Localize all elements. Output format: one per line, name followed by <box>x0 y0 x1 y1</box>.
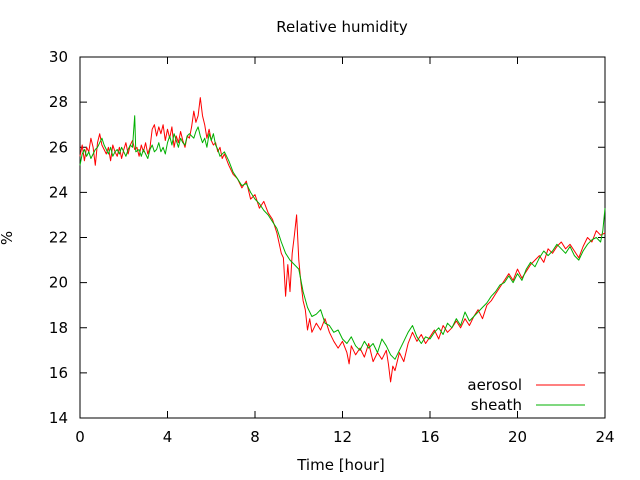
x-axis-ticks: 0 4 8 12 16 20 24 <box>75 57 615 446</box>
y-axis-label: % <box>0 231 16 245</box>
y-tick-label: 14 <box>49 409 68 427</box>
y-tick-label: 22 <box>49 229 68 247</box>
plot-frame <box>79 56 606 419</box>
y-tick-label: 28 <box>49 93 68 111</box>
chart-title: Relative humidity <box>276 18 408 36</box>
y-tick-label: 20 <box>49 274 68 292</box>
x-tick-label: 0 <box>75 428 85 446</box>
y-tick-label: 26 <box>49 138 68 156</box>
y-tick-label: 18 <box>49 319 68 337</box>
series-line-sheath <box>79 115 606 360</box>
series-layer <box>79 97 606 383</box>
x-axis-label: Time [hour] <box>296 456 385 474</box>
x-tick-label: 20 <box>508 428 527 446</box>
x-tick-label: 4 <box>163 428 173 446</box>
x-tick-label: 24 <box>595 428 614 446</box>
y-axis-ticks: 14 16 18 20 22 24 26 28 30 <box>49 48 605 427</box>
legend-label-aerosol: aerosol <box>467 376 522 394</box>
y-tick-label: 30 <box>49 48 68 66</box>
y-tick-label: 16 <box>49 364 68 382</box>
x-tick-label: 12 <box>333 428 352 446</box>
legend-label-sheath: sheath <box>471 396 522 414</box>
legend: aerosol sheath <box>467 376 585 414</box>
series-line-aerosol <box>79 97 606 383</box>
y-tick-label: 24 <box>49 183 68 201</box>
x-tick-label: 16 <box>420 428 439 446</box>
x-tick-label: 8 <box>250 428 260 446</box>
